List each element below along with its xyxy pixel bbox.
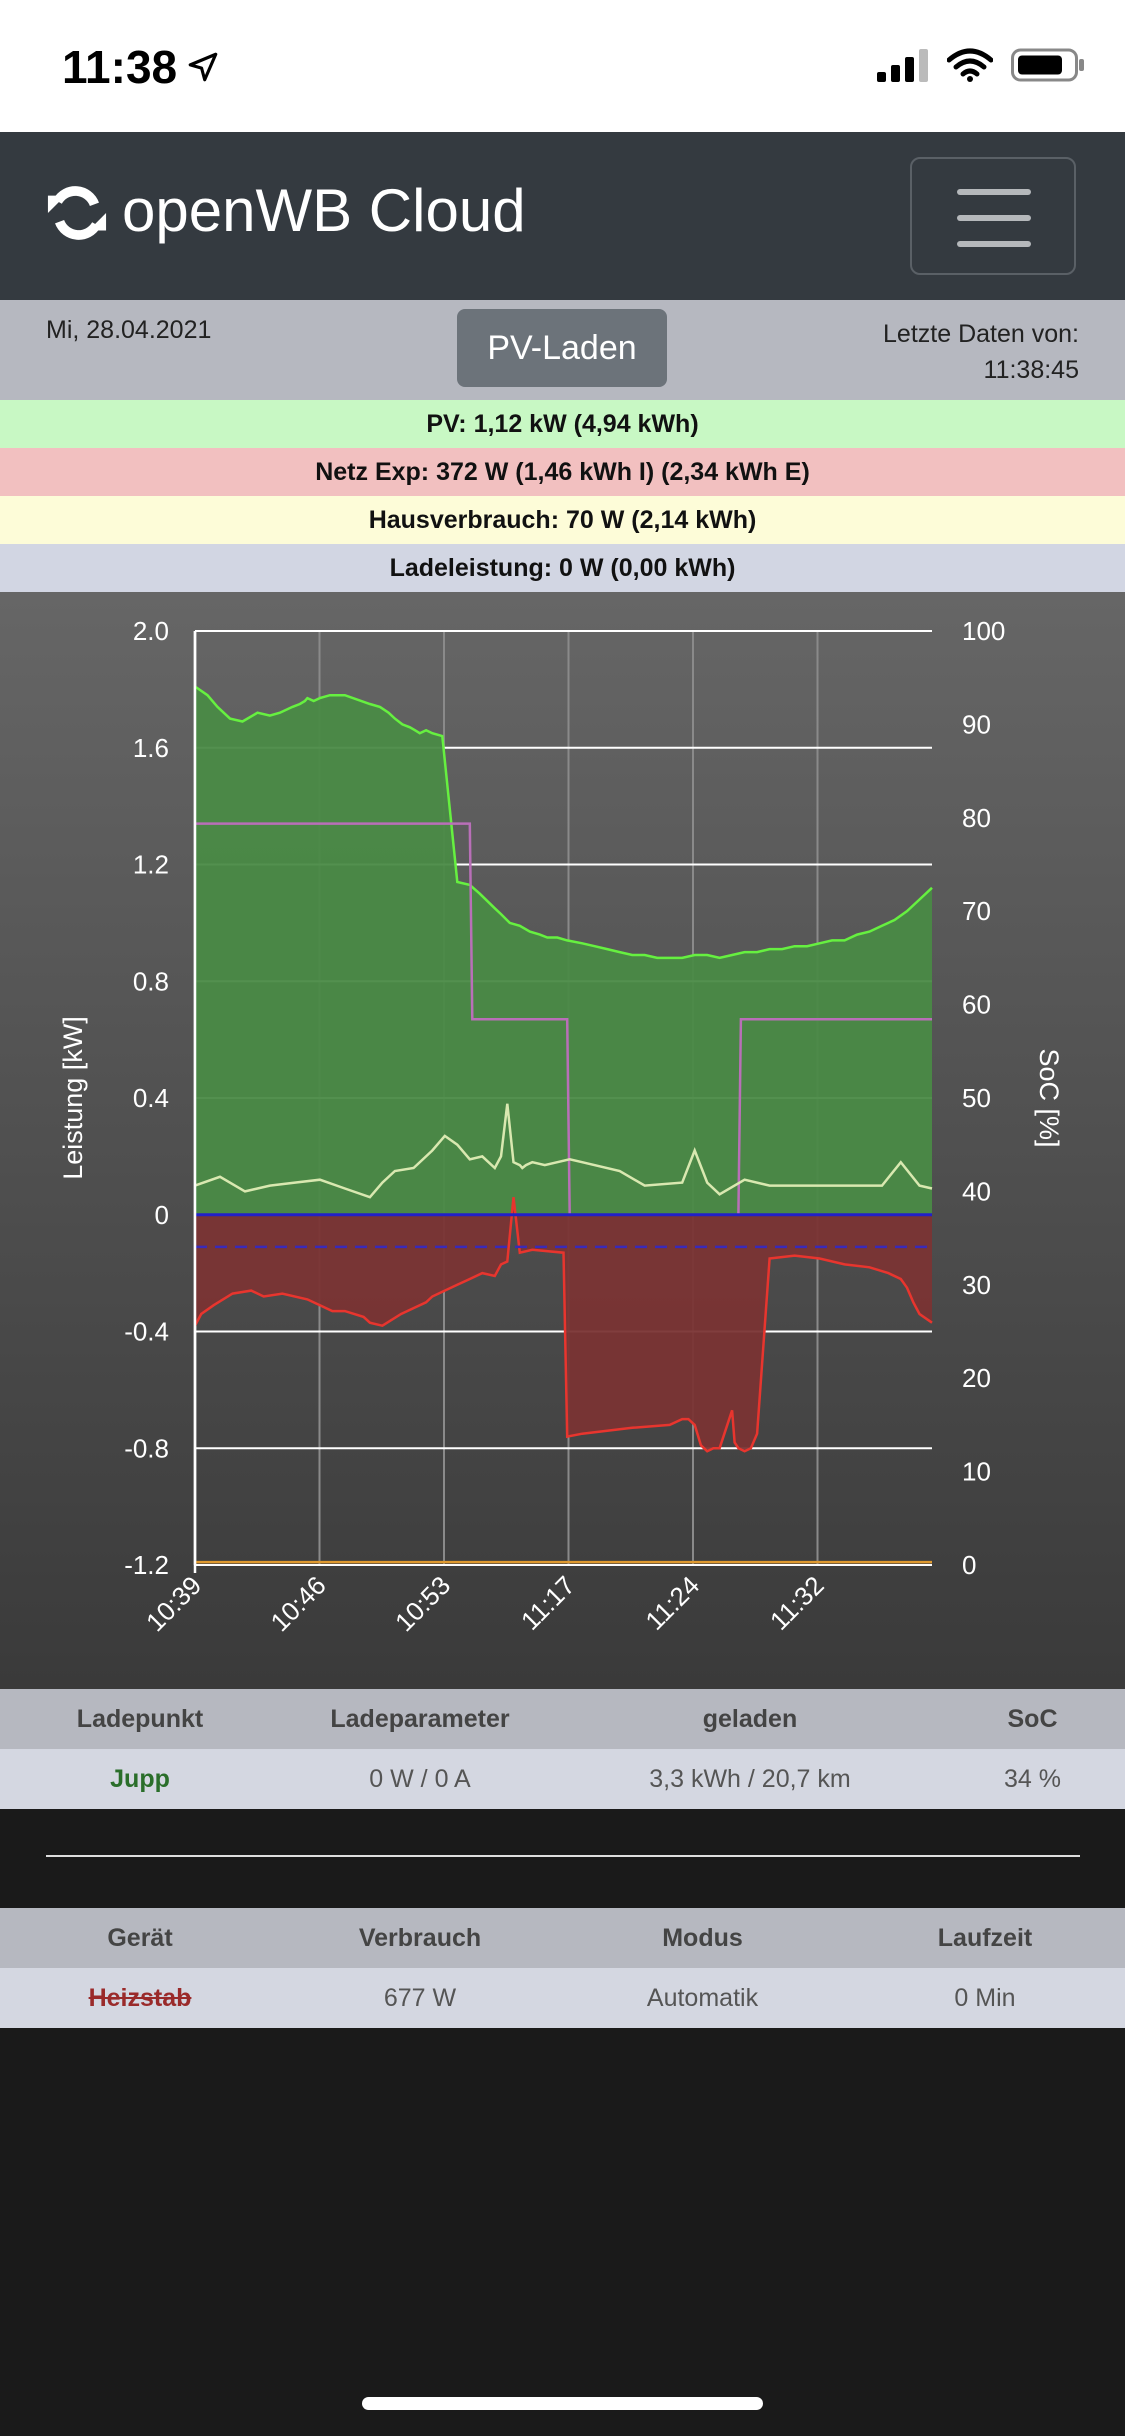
pv-area: [195, 686, 932, 1215]
menu-icon-bar: [957, 241, 1031, 247]
status-icons: [877, 48, 1085, 82]
y-tick-label: 1.2: [133, 850, 169, 880]
menu-button[interactable]: [910, 157, 1076, 275]
power-chart[interactable]: 2.0 1.6 1.2 0.8 0.4 0 -0.4 -0.8 -1.2 100 90 80 70 60 5…: [0, 592, 1125, 1689]
y2-tick-label: 0: [962, 1550, 976, 1580]
col-header-soc: SoC: [1007, 1705, 1058, 1733]
y-axis-title: Leistung [kW]: [58, 1016, 88, 1180]
col-header-charged: geladen: [702, 1705, 798, 1733]
device-table-header: Gerät Verbrauch Modus Laufzeit: [0, 1908, 1125, 1968]
y-tick-label: -0.8: [124, 1433, 169, 1463]
y-tick-label: -1.2: [124, 1550, 169, 1580]
y2-tick-label: 80: [962, 803, 991, 833]
col-header-runtime: Laufzeit: [937, 1924, 1033, 1952]
col-header-device: Gerät: [107, 1924, 173, 1952]
grid-line: [193, 1197, 933, 1453]
y-tick-label: 2.0: [133, 616, 169, 646]
house-line: [194, 1103, 933, 1199]
y2-tick-label: 50: [962, 1083, 991, 1113]
last-data: Letzte Daten von: 11:38:45: [883, 316, 1079, 388]
col-header-params: Ladeparameter: [330, 1705, 510, 1733]
y2-tick-label: 90: [962, 709, 991, 739]
device-name[interactable]: Heizstab: [88, 1984, 192, 2012]
y-tick-label: 0: [155, 1200, 169, 1230]
chart-svg: 2.01.61.20.80.40-0.4-0.8-1.2100908070605…: [58, 616, 1064, 1637]
col-header-mode: Modus: [662, 1924, 743, 1952]
charge-table: Ladepunkt Ladeparameter geladen SoC Jupp…: [0, 1689, 1125, 1809]
charged-amount: 3,3 kWh / 20,7 km: [649, 1765, 851, 1793]
grid-area: [195, 1197, 932, 1452]
pv-summary: PV: 1,12 kW (4,94 kWh): [0, 400, 1125, 448]
divider: [46, 1855, 1080, 1857]
y2-tick-label: 30: [962, 1270, 991, 1300]
menu-icon-bar: [957, 215, 1031, 221]
last-data-label: Letzte Daten von:: [883, 320, 1079, 348]
chargepoint-name[interactable]: Jupp: [110, 1765, 170, 1793]
charge-table-header: Ladepunkt Ladeparameter geladen SoC: [0, 1689, 1125, 1749]
y-tick-label: 1.6: [133, 733, 169, 763]
status-bar: 11:38: [0, 0, 1125, 132]
x-tick-label: 11:17: [515, 1570, 581, 1636]
col-header-chargepoint: Ladepunkt: [76, 1705, 204, 1733]
last-data-time: 11:38:45: [983, 356, 1079, 384]
device-runtime: 0 Min: [954, 1984, 1016, 2012]
charge-summary: Ladeleistung: 0 W (0,00 kWh): [0, 544, 1125, 592]
info-header: Mi, 28.04.2021 PV-Laden Letzte Daten von…: [0, 300, 1125, 400]
y2-axis-title: SoC [%]: [1034, 1048, 1064, 1147]
status-time: 11:38: [62, 41, 178, 93]
y2-tick-label: 10: [962, 1457, 991, 1487]
x-tick-label: 10:39: [140, 1570, 207, 1637]
device-usage: 677 W: [383, 1984, 457, 2012]
col-header-usage: Verbrauch: [358, 1924, 482, 1952]
date-text: Mi, 28.04.2021: [46, 316, 212, 344]
device-mode: Automatik: [646, 1984, 759, 2012]
brand-title[interactable]: openWB Cloud: [122, 177, 526, 244]
y2-tick-label: 60: [962, 990, 991, 1020]
device-table: Gerät Verbrauch Modus Laufzeit Heizstab …: [0, 1908, 1125, 2028]
location-arrow-icon: [188, 52, 218, 82]
x-tick-label: 10:46: [265, 1570, 332, 1637]
y2-tick-label: 70: [962, 896, 991, 926]
y2-tick-label: 100: [962, 616, 1005, 646]
sync-icon: [47, 186, 107, 240]
soc-line: [195, 822, 932, 1217]
signal-icon: [877, 49, 928, 82]
table-row[interactable]: Jupp 0 W / 0 A 3,3 kWh / 20,7 km 34 %: [0, 1749, 1125, 1809]
y-tick-label: 0.4: [133, 1083, 169, 1113]
battery-icon: [1011, 48, 1084, 82]
charge-mode-button[interactable]: PV-Laden: [457, 309, 667, 387]
y-tick-label: -0.4: [124, 1317, 169, 1347]
grid-summary: Netz Exp: 372 W (1,46 kWh I) (2,34 kWh E…: [0, 448, 1125, 496]
table-row[interactable]: Heizstab 677 W Automatik 0 Min: [0, 1968, 1125, 2028]
x-tick-label: 10:53: [389, 1570, 456, 1637]
home-indicator: [362, 2397, 763, 2410]
menu-icon-bar: [957, 189, 1031, 195]
soc-value: 34 %: [1004, 1765, 1061, 1793]
x-tick-label: 11:24: [639, 1570, 705, 1636]
navbar: openWB Cloud: [0, 132, 1125, 300]
charge-params: 0 W / 0 A: [369, 1765, 471, 1793]
house-summary: Hausverbrauch: 70 W (2,14 kWh): [0, 496, 1125, 544]
wifi-icon: [947, 48, 993, 82]
y-tick-label: 0.8: [133, 966, 169, 996]
x-tick-label: 11:32: [764, 1570, 830, 1636]
y2-tick-label: 20: [962, 1363, 991, 1393]
y2-tick-label: 40: [962, 1176, 991, 1206]
pv-line: [194, 685, 933, 960]
